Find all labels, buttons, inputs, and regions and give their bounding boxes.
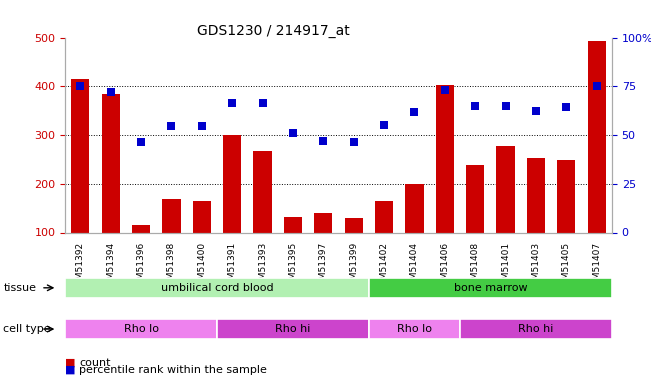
Bar [344,218,363,232]
Text: tissue: tissue [3,283,36,293]
Bar [314,213,333,232]
Text: umbilical cord blood: umbilical cord blood [161,283,273,293]
Bar [527,158,545,232]
Bar [436,85,454,232]
Point [257,100,268,106]
Text: ■: ■ [65,358,76,368]
Point [318,138,329,144]
Bar [284,217,302,232]
Bar [557,160,575,232]
Point [379,122,389,128]
Point [439,87,450,93]
Point [197,123,207,129]
Bar [162,200,180,232]
Text: bone marrow: bone marrow [454,283,527,293]
Point [531,108,541,114]
Text: Rho lo: Rho lo [397,324,432,334]
Text: cell type: cell type [3,324,51,334]
Point [561,104,572,110]
Point [105,89,116,95]
Bar [102,94,120,232]
Bar [71,79,89,232]
Point [501,103,511,109]
Text: ■: ■ [65,365,76,375]
Point [348,140,359,146]
Bar [223,135,242,232]
Bar [193,201,211,232]
Point [227,100,238,106]
Bar [253,151,271,232]
Text: percentile rank within the sample: percentile rank within the sample [79,365,268,375]
Point [470,103,480,109]
Bar [132,225,150,232]
Text: GDS1230 / 214917_at: GDS1230 / 214917_at [197,24,350,38]
Point [288,130,298,136]
Point [136,140,146,146]
Text: Rho hi: Rho hi [275,324,311,334]
Point [166,123,176,129]
Text: count: count [79,358,111,368]
Bar [588,41,606,232]
Point [75,83,85,89]
Point [592,83,602,89]
Bar [406,184,424,232]
Bar [375,201,393,232]
Bar [497,146,515,232]
Point [409,109,420,115]
Text: Rho lo: Rho lo [124,324,159,334]
Bar [466,165,484,232]
Text: Rho hi: Rho hi [518,324,554,334]
